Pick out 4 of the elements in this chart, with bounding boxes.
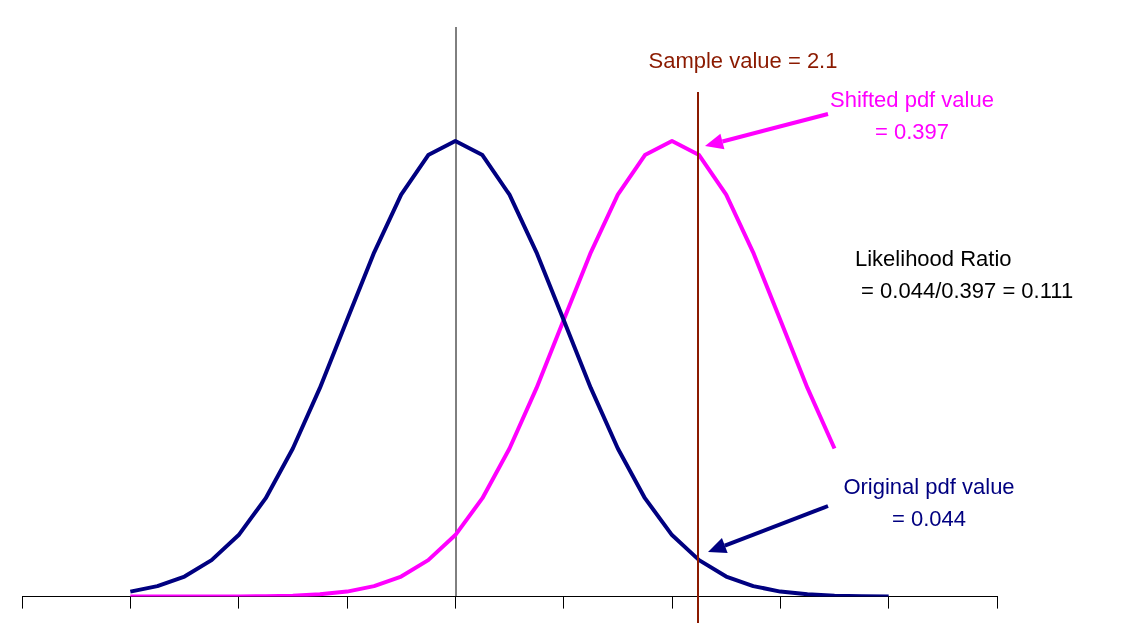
annotation: Likelihood Ratio = 0.044/0.397 = 0.111 <box>855 246 1074 304</box>
text: Sample value = 2.1 <box>648 48 838 74</box>
annotation: Original pdf value = 0.044 <box>843 474 1015 532</box>
annotation: Shifted pdf value = 0.397 <box>830 87 994 145</box>
